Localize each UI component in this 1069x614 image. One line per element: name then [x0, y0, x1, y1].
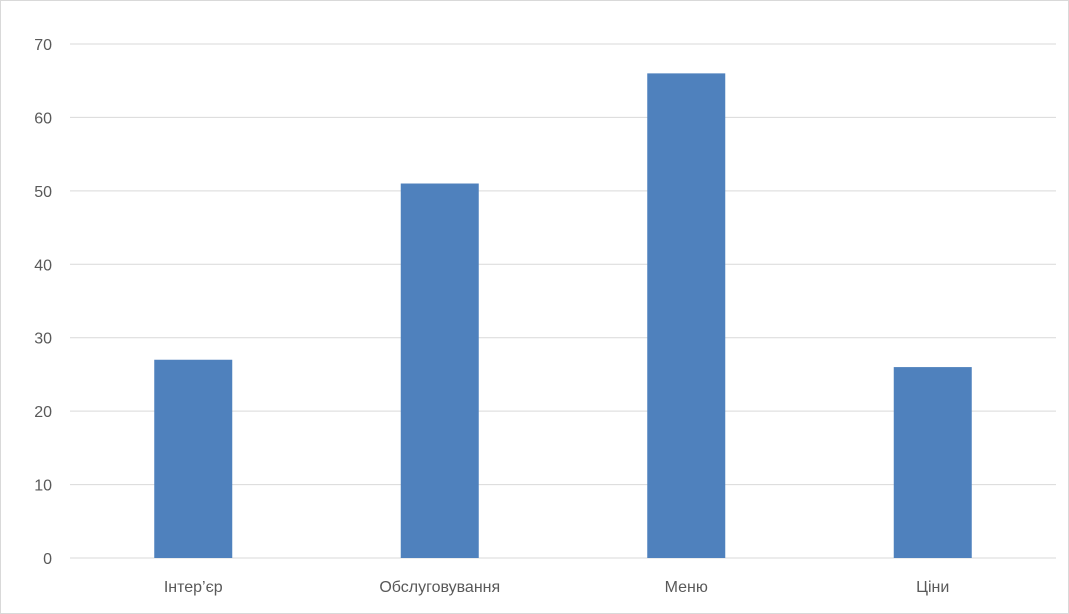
- x-category-label: Ціни: [916, 579, 949, 596]
- x-axis-category-labels: Інтер’єр Обслуговування Меню Ціни: [164, 579, 950, 596]
- x-category-label: Меню: [665, 579, 708, 596]
- y-axis-tick-labels: 0 10 20 30 40 50 60 70: [34, 37, 52, 568]
- x-category-label: Інтер’єр: [164, 579, 223, 596]
- y-tick-label: 60: [34, 110, 52, 127]
- y-tick-label: 30: [34, 331, 52, 348]
- bar-3: [647, 73, 726, 558]
- bars: [154, 73, 972, 558]
- bar-4: [893, 367, 972, 558]
- y-tick-label: 40: [34, 257, 52, 274]
- gridlines: [70, 43, 1056, 559]
- y-tick-label: 20: [34, 404, 52, 421]
- x-category-label: Обслуговування: [379, 579, 500, 596]
- y-tick-label: 10: [34, 478, 52, 495]
- y-tick-label: 50: [34, 184, 52, 201]
- bar-1: [154, 359, 233, 558]
- y-tick-label: 70: [34, 37, 52, 54]
- y-tick-label: 0: [43, 551, 52, 568]
- bar-2: [400, 183, 479, 558]
